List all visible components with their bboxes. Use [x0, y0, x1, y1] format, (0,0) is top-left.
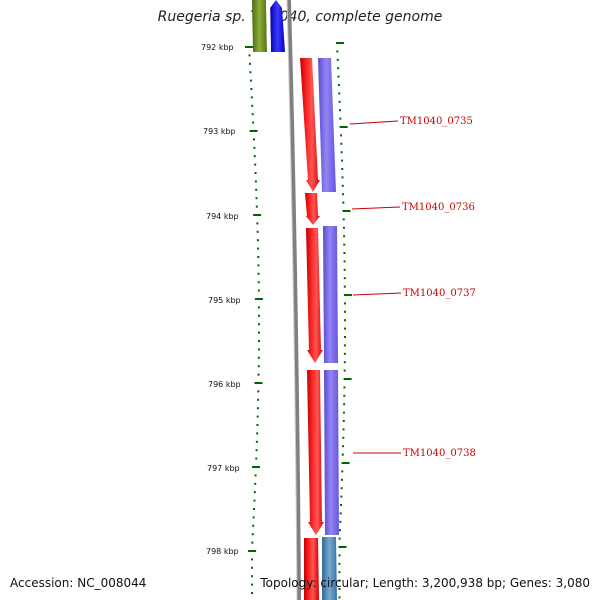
- gene-label-0735[interactable]: TM1040_0735: [400, 116, 473, 127]
- gene-arrow-red-3: [306, 228, 323, 363]
- gene-steel: [322, 537, 337, 600]
- gene-arrow-red-5: [304, 538, 319, 600]
- scale-label-793: 793 kbp: [203, 127, 236, 136]
- gene-leader-0736: [351, 206, 401, 210]
- genome-stats: Topology: circular; Length: 3,200,938 bp…: [260, 576, 590, 590]
- gene-arrow-red-4: [307, 370, 324, 535]
- accession-label: Accession: NC_008044: [10, 576, 147, 590]
- cds-bar-3: [324, 370, 339, 535]
- cds-bar-1: [318, 58, 336, 192]
- scale-label-792: 792 kbp: [201, 43, 234, 52]
- scale-label-796: 796 kbp: [208, 380, 241, 389]
- gene-label-0736[interactable]: TM1040_0736: [402, 202, 475, 213]
- gene-leader-0735: [349, 120, 399, 125]
- genome-title: Ruegeria sp. TM1040, complete genome: [157, 9, 443, 25]
- gene-label-0738[interactable]: TM1040_0738: [403, 448, 476, 459]
- gene-label-0737[interactable]: TM1040_0737: [403, 288, 476, 299]
- gene-blue: [270, 0, 285, 52]
- genome-backbone-highlight: [286, 0, 298, 600]
- gene-arrow-red-1: [300, 58, 320, 192]
- gene-white-divider: [266, 0, 271, 52]
- gene-arrow-red-2: [305, 193, 320, 225]
- scale-label-795: 795 kbp: [208, 296, 241, 305]
- inner-scale-ticks: [245, 46, 263, 594]
- genome-backbone: [287, 0, 301, 600]
- cds-bar-2: [323, 226, 338, 363]
- gene-olive: [252, 0, 267, 52]
- outer-scale-ticks: [336, 42, 352, 599]
- scale-label-794: 794 kbp: [206, 212, 239, 221]
- scale-label-798: 798 kbp: [206, 547, 239, 556]
- scale-label-797: 797 kbp: [207, 464, 240, 473]
- gene-leader-0737: [352, 292, 402, 296]
